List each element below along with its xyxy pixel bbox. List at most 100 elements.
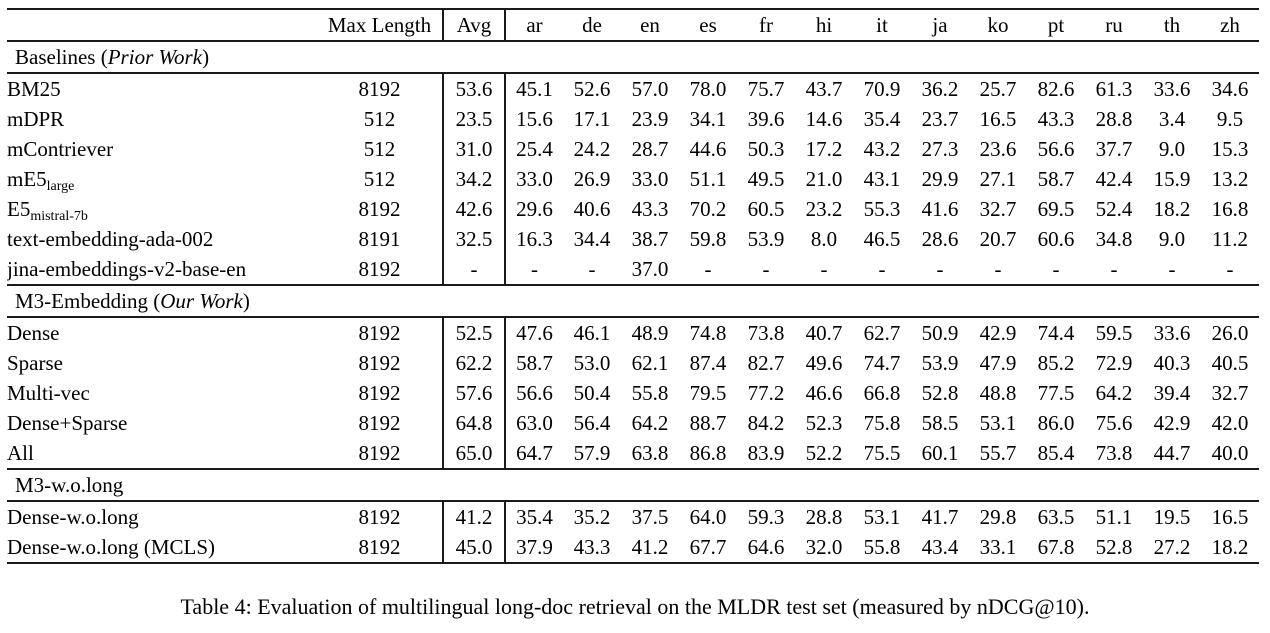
score-cell-ko: 53.1 bbox=[979, 410, 1017, 435]
model-name: E5 bbox=[7, 196, 31, 221]
table-row: All 8192 65.0 64.7 57.9 63.8 86.8 83.9 52.2 75.5 6… bbox=[7, 438, 1259, 469]
score-cell-es: 67.7 bbox=[689, 534, 727, 559]
score-cell-it: - bbox=[878, 256, 886, 281]
table-row: E5mistral-7b 8192 42.6 29.6 40.6 43.3 70.2 60.5… bbox=[7, 194, 1259, 224]
lang-column-header-hi: hi bbox=[815, 12, 833, 37]
score-cell-de: 56.4 bbox=[573, 410, 611, 435]
score-cell-ar: 56.6 bbox=[516, 380, 553, 405]
score-cell-pt: 43.3 bbox=[1037, 106, 1075, 131]
score-cell-it: 55.8 bbox=[863, 534, 901, 559]
score-cell-en: 62.1 bbox=[631, 350, 669, 375]
score-cell-ar: 58.7 bbox=[516, 350, 553, 375]
score-cell-ru: 42.4 bbox=[1095, 166, 1133, 191]
score-cell-ar: 45.1 bbox=[516, 76, 553, 101]
score-cell-ar: 29.6 bbox=[516, 196, 553, 221]
score-cell-pt: 82.6 bbox=[1037, 76, 1075, 101]
score-cell-it: 43.1 bbox=[863, 166, 901, 191]
score-cell-pt: 69.5 bbox=[1037, 196, 1075, 221]
table-row: BM25 8192 53.6 45.1 52.6 57.0 78.0 75.7 43.7 70.9… bbox=[7, 73, 1259, 104]
score-cell-ko: 16.5 bbox=[979, 106, 1017, 131]
score-cell-ru: 73.8 bbox=[1095, 440, 1133, 465]
score-cell-th: 42.9 bbox=[1153, 410, 1191, 435]
score-cell-ko: 47.9 bbox=[979, 350, 1017, 375]
table-row: mE5large 512 34.2 33.0 26.9 33.0 51.1 49.5 21.0 4… bbox=[7, 164, 1259, 194]
score-cell-it: 55.3 bbox=[863, 196, 901, 221]
section-title-italic: Our Work bbox=[160, 288, 243, 313]
corner-cell bbox=[7, 9, 317, 41]
score-cell-it: 75.5 bbox=[863, 440, 901, 465]
table-row: text-embedding-ada-002 8191 32.5 16.3 34.4 38… bbox=[7, 224, 1259, 254]
score-cell-pt: 77.5 bbox=[1037, 380, 1075, 405]
score-cell-ru: 64.2 bbox=[1095, 380, 1133, 405]
lang-column-header-es: es bbox=[699, 12, 717, 37]
score-cell-de: 35.2 bbox=[573, 504, 611, 529]
score-cell-ar: 63.0 bbox=[516, 410, 553, 435]
score-cell-ja: 50.9 bbox=[921, 320, 959, 345]
score-cell-fr: 75.7 bbox=[747, 76, 785, 101]
avg-score-cell: 34.2 bbox=[443, 164, 506, 194]
score-cell-es: 79.5 bbox=[689, 380, 727, 405]
section-title-close: ) bbox=[242, 288, 250, 313]
section-header-cell: Baselines (Prior Work) bbox=[7, 40, 1259, 74]
score-cell-ar: 16.3 bbox=[516, 226, 553, 251]
avg-score-cell: 31.0 bbox=[443, 134, 506, 164]
score-cell-hi: 21.0 bbox=[805, 166, 843, 191]
score-cell-en: 33.0 bbox=[631, 166, 669, 191]
avg-score-cell: 32.5 bbox=[443, 224, 506, 254]
section-header-row: M3-w.o.long bbox=[7, 468, 1259, 502]
score-cell-ja: 29.9 bbox=[921, 166, 959, 191]
score-cell-hi: - bbox=[820, 256, 828, 281]
score-cell-hi: 43.7 bbox=[805, 76, 843, 101]
score-cell-th: 15.9 bbox=[1153, 166, 1191, 191]
score-cell-ru: 37.7 bbox=[1095, 136, 1133, 161]
max-length-cell: 8191 bbox=[317, 224, 444, 254]
score-cell-zh: 16.8 bbox=[1211, 196, 1249, 221]
score-cell-fr: 39.6 bbox=[747, 106, 785, 131]
score-cell-es: 64.0 bbox=[689, 504, 727, 529]
score-cell-ar: 37.9 bbox=[516, 534, 553, 559]
model-name: mDPR bbox=[7, 106, 65, 131]
score-cell-hi: 52.2 bbox=[805, 440, 843, 465]
score-cell-zh: 32.7 bbox=[1211, 380, 1249, 405]
score-cell-es: - bbox=[704, 256, 712, 281]
score-cell-de: 43.3 bbox=[573, 534, 611, 559]
score-cell-ja: 43.4 bbox=[921, 534, 959, 559]
max-length-cell: 512 bbox=[317, 104, 444, 134]
score-cell-ar: 15.6 bbox=[516, 106, 553, 131]
score-cell-it: 75.8 bbox=[863, 410, 901, 435]
score-cell-pt: 63.5 bbox=[1037, 504, 1075, 529]
section-title-italic: Prior Work bbox=[107, 44, 203, 69]
score-cell-zh: 40.0 bbox=[1211, 440, 1249, 465]
score-cell-it: 43.2 bbox=[863, 136, 901, 161]
model-name: BM25 bbox=[7, 76, 61, 101]
score-cell-it: 35.4 bbox=[863, 106, 901, 131]
score-cell-pt: 86.0 bbox=[1037, 410, 1075, 435]
score-cell-ru: - bbox=[1110, 256, 1118, 281]
score-cell-fr: 84.2 bbox=[747, 410, 785, 435]
model-name: Dense+Sparse bbox=[7, 410, 128, 435]
score-cell-hi: 14.6 bbox=[805, 106, 843, 131]
max-length-cell: 8192 bbox=[317, 378, 444, 408]
model-name: All bbox=[7, 440, 34, 465]
score-cell-hi: 8.0 bbox=[810, 226, 838, 251]
score-cell-ko: 32.7 bbox=[979, 196, 1017, 221]
section-header-cell: M3-Embedding (Our Work) bbox=[7, 284, 1259, 318]
score-cell-ko: 23.6 bbox=[979, 136, 1017, 161]
score-cell-fr: 60.5 bbox=[747, 196, 785, 221]
lang-column-header-fr: fr bbox=[759, 12, 773, 37]
model-name-cell: Sparse bbox=[7, 348, 317, 378]
section-header-row: Baselines (Prior Work) bbox=[7, 40, 1259, 74]
avg-score-cell: - bbox=[443, 254, 506, 285]
score-cell-zh: 15.3 bbox=[1211, 136, 1249, 161]
avg-score-cell: 23.5 bbox=[443, 104, 506, 134]
score-cell-ar: 47.6 bbox=[516, 320, 553, 345]
table-row: mDPR 512 23.5 15.6 17.1 23.9 34.1 39.6 14.6 35.4 2… bbox=[7, 104, 1259, 134]
lang-column-header-en: en bbox=[640, 12, 660, 37]
max-length-cell: 8192 bbox=[317, 254, 444, 285]
score-cell-fr: 82.7 bbox=[747, 350, 785, 375]
score-cell-ko: 55.7 bbox=[979, 440, 1017, 465]
table-row: Dense-w.o.long 8192 41.2 35.4 35.2 37.5 64.0 59… bbox=[7, 501, 1259, 532]
model-name-cell: Dense bbox=[7, 317, 317, 348]
score-cell-th: 19.5 bbox=[1153, 504, 1191, 529]
